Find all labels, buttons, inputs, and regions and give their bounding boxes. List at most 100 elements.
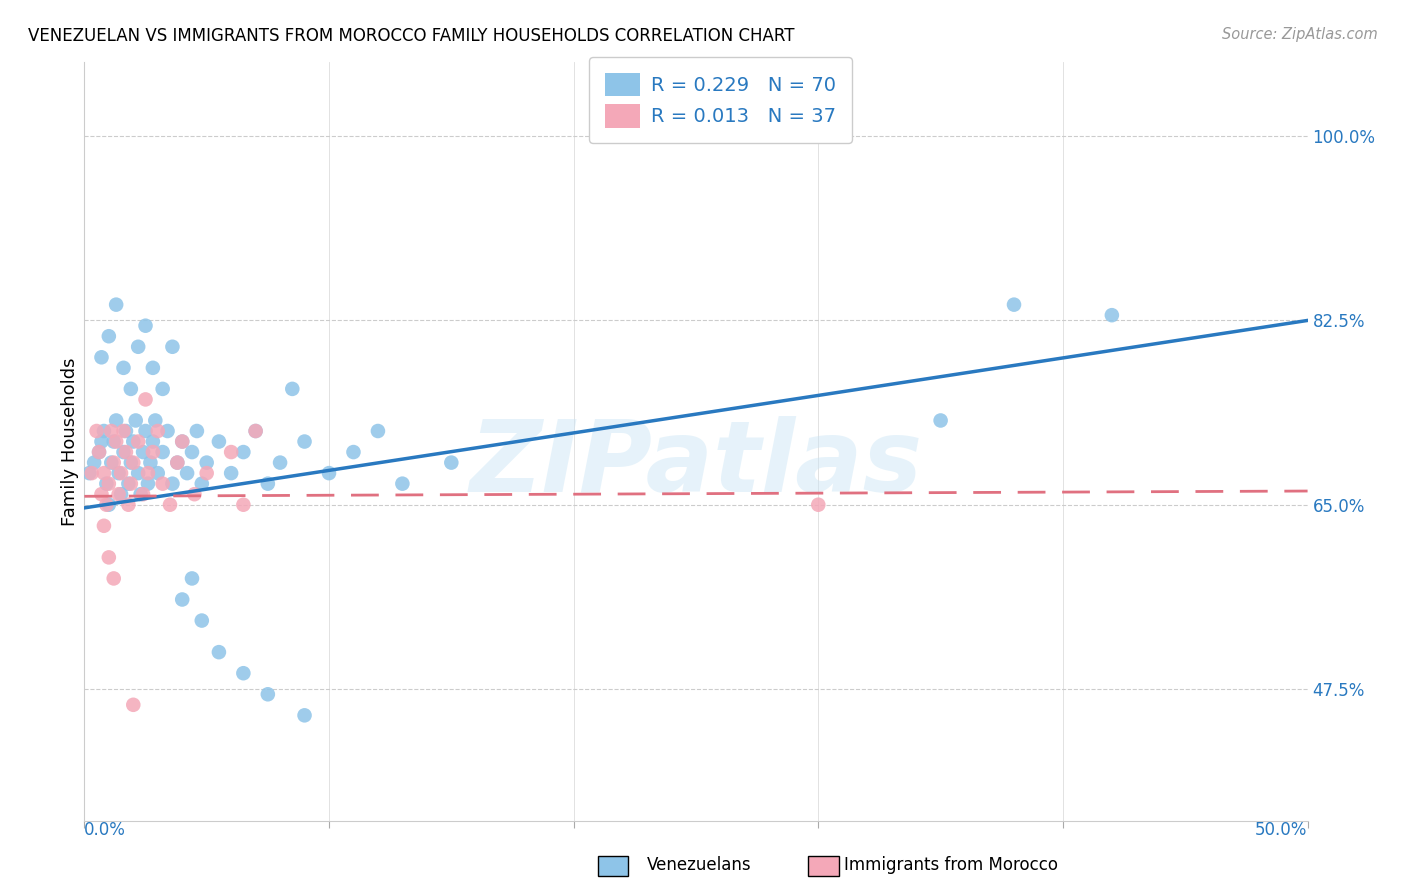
Point bbox=[135, 424, 157, 438]
Text: 50.0%: 50.0% bbox=[1256, 821, 1308, 838]
Point bbox=[143, 413, 166, 427]
Point bbox=[110, 466, 132, 480]
Point bbox=[257, 687, 280, 701]
Point bbox=[97, 476, 120, 491]
Point bbox=[93, 424, 115, 438]
Point bbox=[120, 456, 142, 470]
Point bbox=[191, 476, 214, 491]
Point bbox=[232, 498, 254, 512]
Point bbox=[172, 434, 194, 449]
Point bbox=[142, 434, 165, 449]
Point bbox=[166, 456, 188, 470]
Point bbox=[132, 487, 155, 501]
Point bbox=[245, 424, 267, 438]
Point bbox=[807, 498, 830, 512]
Point bbox=[122, 698, 145, 712]
Point bbox=[367, 424, 389, 438]
Text: 0.0%: 0.0% bbox=[84, 821, 127, 838]
Point bbox=[391, 476, 413, 491]
Point bbox=[152, 476, 174, 491]
Point bbox=[181, 445, 204, 459]
Point bbox=[132, 445, 155, 459]
Point bbox=[294, 434, 316, 449]
Point bbox=[100, 456, 122, 470]
Point bbox=[103, 456, 125, 470]
Point bbox=[257, 476, 280, 491]
Point bbox=[87, 445, 110, 459]
Point bbox=[90, 351, 112, 365]
Point bbox=[156, 424, 179, 438]
Point bbox=[105, 434, 128, 449]
Point bbox=[83, 456, 105, 470]
Point bbox=[208, 645, 231, 659]
Point bbox=[127, 466, 149, 480]
Point bbox=[129, 487, 152, 501]
Point bbox=[112, 424, 135, 438]
Point bbox=[127, 340, 149, 354]
Point bbox=[93, 466, 115, 480]
Point bbox=[929, 413, 952, 427]
Text: ZIPatlas: ZIPatlas bbox=[470, 416, 922, 513]
Point bbox=[86, 424, 108, 438]
Point bbox=[281, 382, 304, 396]
Point bbox=[152, 382, 174, 396]
Legend: R = 0.229   N = 70, R = 0.013   N = 37: R = 0.229 N = 70, R = 0.013 N = 37 bbox=[589, 57, 852, 144]
Point bbox=[136, 466, 159, 480]
Point bbox=[219, 466, 242, 480]
Point bbox=[112, 360, 135, 375]
Point bbox=[294, 708, 316, 723]
Point bbox=[232, 666, 254, 681]
Point bbox=[136, 476, 159, 491]
Point bbox=[90, 487, 112, 501]
Point bbox=[142, 445, 165, 459]
Point bbox=[1101, 308, 1123, 322]
Text: Source: ZipAtlas.com: Source: ZipAtlas.com bbox=[1222, 27, 1378, 42]
Point bbox=[125, 413, 148, 427]
Point bbox=[103, 434, 125, 449]
Point bbox=[110, 487, 132, 501]
Point bbox=[195, 466, 218, 480]
Point bbox=[146, 466, 169, 480]
Point bbox=[115, 445, 138, 459]
Point bbox=[122, 434, 145, 449]
Point bbox=[342, 445, 364, 459]
Point bbox=[97, 498, 120, 512]
Point bbox=[117, 498, 139, 512]
Point bbox=[105, 298, 128, 312]
Point bbox=[103, 571, 125, 585]
Point bbox=[77, 466, 100, 480]
Point bbox=[80, 466, 103, 480]
Point bbox=[159, 498, 181, 512]
Point bbox=[232, 445, 254, 459]
Point bbox=[100, 424, 122, 438]
Point bbox=[195, 456, 218, 470]
Point bbox=[115, 424, 138, 438]
Point bbox=[120, 476, 142, 491]
Point bbox=[127, 434, 149, 449]
Point bbox=[245, 424, 267, 438]
Point bbox=[117, 476, 139, 491]
Point bbox=[176, 466, 198, 480]
Point bbox=[112, 445, 135, 459]
Point bbox=[172, 592, 194, 607]
Point bbox=[166, 456, 188, 470]
Point bbox=[318, 466, 340, 480]
Point bbox=[208, 434, 231, 449]
Point bbox=[152, 445, 174, 459]
Point bbox=[162, 476, 184, 491]
Text: VENEZUELAN VS IMMIGRANTS FROM MOROCCO FAMILY HOUSEHOLDS CORRELATION CHART: VENEZUELAN VS IMMIGRANTS FROM MOROCCO FA… bbox=[28, 27, 794, 45]
Point bbox=[181, 571, 204, 585]
Point bbox=[96, 498, 118, 512]
Point bbox=[90, 434, 112, 449]
Point bbox=[97, 550, 120, 565]
Point bbox=[93, 518, 115, 533]
Point bbox=[269, 456, 291, 470]
Point bbox=[139, 456, 162, 470]
Text: Immigrants from Morocco: Immigrants from Morocco bbox=[844, 856, 1057, 874]
Point bbox=[135, 318, 157, 333]
Point bbox=[219, 445, 242, 459]
Point bbox=[105, 413, 128, 427]
Y-axis label: Family Households: Family Households bbox=[60, 358, 79, 525]
Point bbox=[97, 329, 120, 343]
Point bbox=[87, 445, 110, 459]
